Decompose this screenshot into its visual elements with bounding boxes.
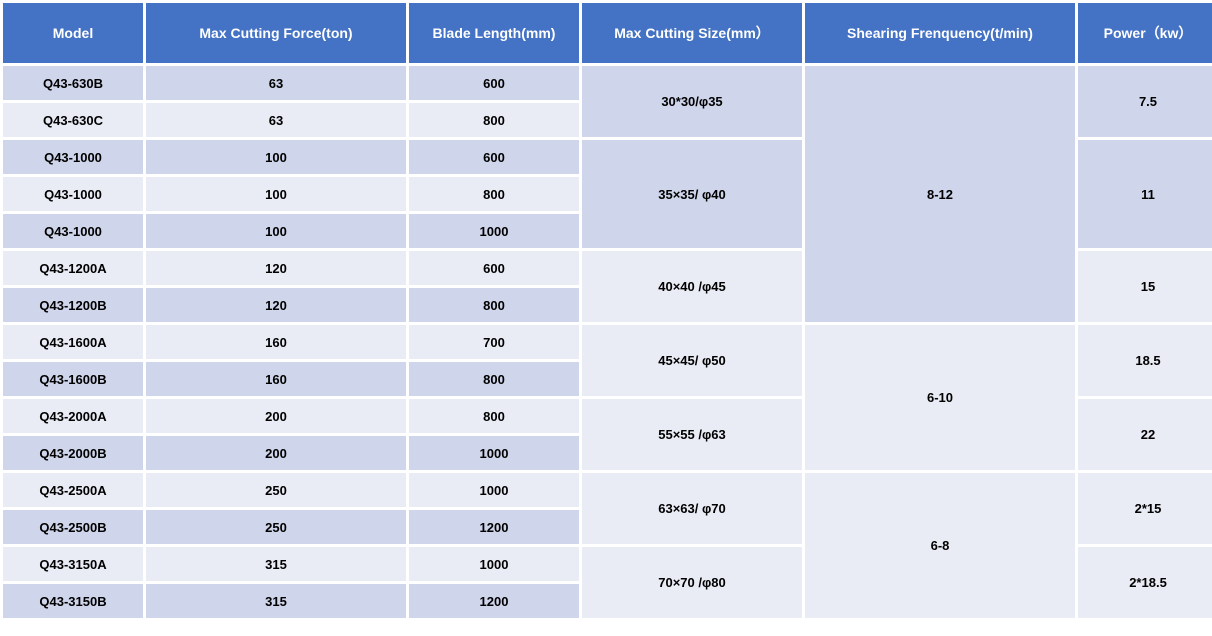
col-model: Model — [3, 3, 143, 63]
cell-blade: 600 — [409, 66, 579, 100]
cell-freq: 6-8 — [805, 473, 1075, 618]
cell-force: 100 — [146, 214, 406, 248]
col-power: Power（kw） — [1078, 3, 1212, 63]
cell-power: 2*15 — [1078, 473, 1212, 544]
cell-model: Q43-2000B — [3, 436, 143, 470]
spec-table: Model Max Cutting Force(ton) Blade Lengt… — [0, 0, 1212, 621]
cell-model: Q43-1200B — [3, 288, 143, 322]
cell-freq: 6-10 — [805, 325, 1075, 470]
col-freq: Shearing Frenquency(t/min) — [805, 3, 1075, 63]
cell-model: Q43-2500A — [3, 473, 143, 507]
table-header-row: Model Max Cutting Force(ton) Blade Lengt… — [3, 3, 1212, 63]
cell-blade: 1000 — [409, 473, 579, 507]
cell-model: Q43-2000A — [3, 399, 143, 433]
cell-blade: 800 — [409, 177, 579, 211]
col-cutsize: Max Cutting Size(mm） — [582, 3, 802, 63]
cell-cutsize: 70×70 /φ80 — [582, 547, 802, 618]
cell-cutsize: 40×40 /φ45 — [582, 251, 802, 322]
cell-blade: 800 — [409, 399, 579, 433]
cell-power: 2*18.5 — [1078, 547, 1212, 618]
cell-blade: 1000 — [409, 436, 579, 470]
cell-force: 250 — [146, 473, 406, 507]
cell-model: Q43-1000 — [3, 214, 143, 248]
cell-model: Q43-2500B — [3, 510, 143, 544]
cell-blade: 1000 — [409, 214, 579, 248]
cell-blade: 600 — [409, 140, 579, 174]
cell-cutsize: 35×35/ φ40 — [582, 140, 802, 248]
cell-force: 100 — [146, 140, 406, 174]
cell-force: 315 — [146, 584, 406, 618]
cell-blade: 1200 — [409, 510, 579, 544]
cell-model: Q43-1600A — [3, 325, 143, 359]
col-blade: Blade Length(mm) — [409, 3, 579, 63]
cell-force: 200 — [146, 399, 406, 433]
cell-model: Q43-1200A — [3, 251, 143, 285]
table-row: Q43-630B 63 600 30*30/φ35 8-12 7.5 — [3, 66, 1212, 100]
cell-cutsize: 55×55 /φ63 — [582, 399, 802, 470]
cell-force: 315 — [146, 547, 406, 581]
cell-model: Q43-630B — [3, 66, 143, 100]
table-row: Q43-2500A 250 1000 63×63/ φ70 6-8 2*15 — [3, 473, 1212, 507]
cell-blade: 700 — [409, 325, 579, 359]
cell-model: Q43-3150B — [3, 584, 143, 618]
cell-model: Q43-1600B — [3, 362, 143, 396]
cell-cutsize: 63×63/ φ70 — [582, 473, 802, 544]
cell-force: 160 — [146, 325, 406, 359]
cell-force: 63 — [146, 103, 406, 137]
cell-blade: 600 — [409, 251, 579, 285]
cell-blade: 800 — [409, 362, 579, 396]
cell-force: 63 — [146, 66, 406, 100]
cell-model: Q43-1000 — [3, 177, 143, 211]
cell-force: 100 — [146, 177, 406, 211]
cell-blade: 800 — [409, 103, 579, 137]
cell-blade: 1200 — [409, 584, 579, 618]
cell-force: 160 — [146, 362, 406, 396]
cell-model: Q43-630C — [3, 103, 143, 137]
cell-force: 120 — [146, 288, 406, 322]
cell-power: 15 — [1078, 251, 1212, 322]
table-row: Q43-1600A 160 700 45×45/ φ50 6-10 18.5 — [3, 325, 1212, 359]
cell-model: Q43-3150A — [3, 547, 143, 581]
cell-model: Q43-1000 — [3, 140, 143, 174]
cell-blade: 800 — [409, 288, 579, 322]
cell-power: 18.5 — [1078, 325, 1212, 396]
cell-force: 200 — [146, 436, 406, 470]
cell-cutsize: 45×45/ φ50 — [582, 325, 802, 396]
cell-force: 250 — [146, 510, 406, 544]
cell-freq: 8-12 — [805, 66, 1075, 322]
cell-cutsize: 30*30/φ35 — [582, 66, 802, 137]
table-body: Q43-630B 63 600 30*30/φ35 8-12 7.5 Q43-6… — [3, 66, 1212, 618]
cell-power: 11 — [1078, 140, 1212, 248]
cell-power: 7.5 — [1078, 66, 1212, 137]
col-force: Max Cutting Force(ton) — [146, 3, 406, 63]
cell-force: 120 — [146, 251, 406, 285]
cell-power: 22 — [1078, 399, 1212, 470]
cell-blade: 1000 — [409, 547, 579, 581]
